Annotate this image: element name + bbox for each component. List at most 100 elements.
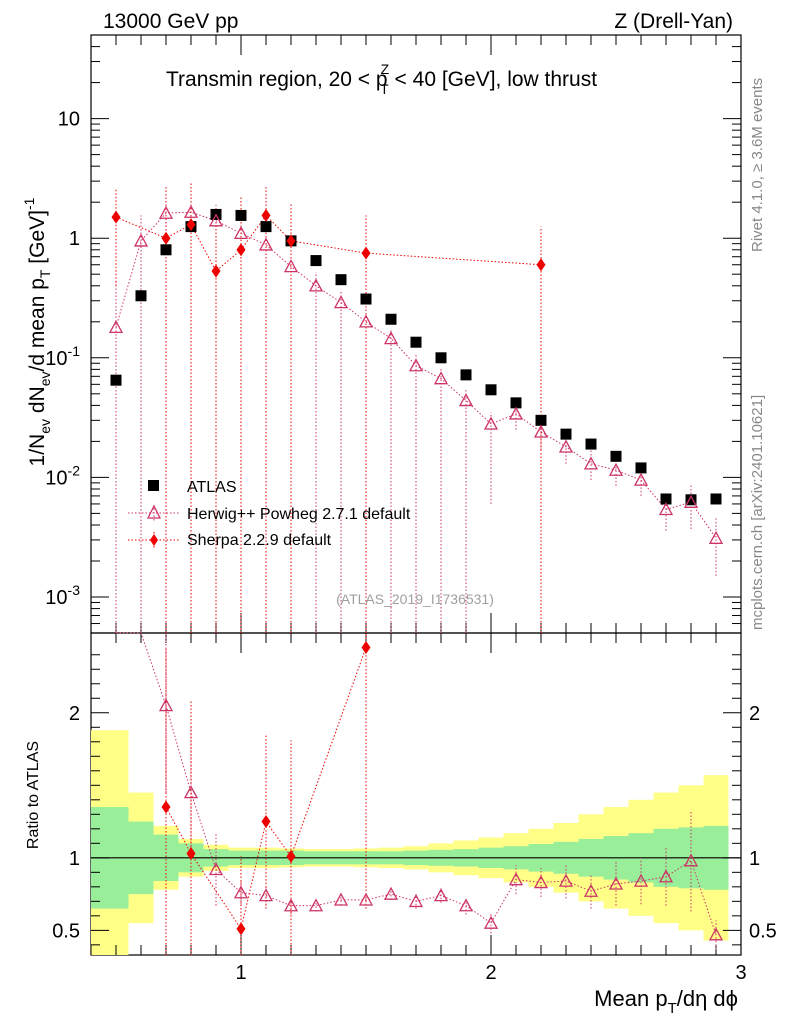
- x-axis-label: Mean pT/dη dϕ: [594, 986, 738, 1017]
- atlas-data-point: [410, 336, 422, 348]
- atlas-data-point: [135, 290, 147, 302]
- atlas-data-point: [310, 255, 322, 267]
- rivet-version-label: Rivet 4.1.0, ≥ 3.6M events: [749, 78, 766, 252]
- legend-herwig-marker: [146, 504, 162, 519]
- ratio-herwig-point: [508, 872, 524, 886]
- y-tick-label: 10: [58, 109, 80, 131]
- atlas-data-point: [335, 274, 347, 286]
- ratio-herwig-point: [658, 869, 674, 883]
- atlas-data-point: [235, 209, 247, 221]
- ratio-sherpa-line: [165, 647, 367, 931]
- herwig-point: [458, 393, 474, 407]
- ratio-herwig-point: [583, 883, 599, 897]
- ratio-herwig-point: [458, 898, 474, 912]
- x-tick-label: 1: [235, 962, 246, 984]
- herwig-point: [658, 502, 674, 516]
- herwig-point: [708, 530, 724, 544]
- ratio-herwig-point: [208, 862, 224, 876]
- sherpa-point: [236, 243, 246, 257]
- atlas-data-point: [710, 493, 722, 505]
- herwig-point: [183, 204, 199, 218]
- x-tick-label: 2: [485, 962, 496, 984]
- ratio-herwig-point: [183, 785, 199, 799]
- atlas-data-point: [685, 494, 697, 506]
- sherpa-point: [211, 264, 221, 278]
- ratio-herwig-point: [708, 927, 724, 941]
- axis-ticks: 1 2 3 10-3 10-2 10-1 1 10 0.5 0.5 1 1 2 2: [45, 34, 777, 984]
- ratio-sherpa-point: [361, 641, 371, 655]
- analysis-watermark: (ATLAS_2019_I1736531): [336, 591, 494, 607]
- ratio-herwig-point: [608, 876, 624, 890]
- atlas-data-point: [535, 414, 547, 426]
- sherpa-point: [261, 208, 271, 222]
- herwig-point: [558, 439, 574, 453]
- atlas-data-point: [360, 293, 372, 305]
- legend-sherpa-label: Sherpa 2.2.9 default: [187, 532, 332, 549]
- process-label: Z (Drell-Yan): [614, 10, 733, 33]
- atlas-data-point: [260, 221, 272, 233]
- atlas-data-point: [160, 244, 172, 256]
- y-axis-label-ratio: Ratio to ATLAS: [25, 741, 42, 849]
- herwig-point: [583, 456, 599, 470]
- ratio-y-tick-label-right: 2: [749, 703, 760, 725]
- herwig-point: [308, 278, 324, 292]
- ratio-sherpa-point: [261, 815, 271, 829]
- herwig-point: [383, 331, 399, 345]
- ratio-herwig-point: [533, 875, 549, 889]
- legend-herwig-label: Herwig++ Powheg 2.7.1 default: [187, 506, 411, 523]
- mcplots-label: mcplots.cern.ch [arXiv:2401.10621]: [749, 395, 766, 630]
- atlas-data-point: [510, 397, 522, 409]
- ratio-herwig-point: [283, 898, 299, 912]
- ratio-sherpa-point: [161, 800, 171, 814]
- herwig-point: [233, 225, 249, 239]
- herwig-point: [208, 213, 224, 227]
- y-tick-label: 10-3: [45, 582, 80, 609]
- y-tick-label: 10-1: [45, 343, 80, 370]
- herwig-point: [283, 259, 299, 273]
- ratio-herwig-point: [408, 893, 424, 908]
- ratio-y-tick-label-right: 1: [749, 848, 760, 870]
- ratio-herwig-point: [308, 898, 324, 912]
- herwig-point: [633, 472, 649, 486]
- herwig-point: [408, 358, 424, 372]
- ratio-y-tick-label-left: 2: [69, 703, 80, 725]
- sherpa-line: [115, 214, 542, 272]
- atlas-data-point: [385, 313, 397, 325]
- ratio-sherpa-point: [186, 846, 196, 860]
- ratio-sherpa-point: [236, 922, 246, 936]
- ratio-herwig-point: [158, 698, 174, 712]
- herwig-point: [133, 233, 149, 247]
- ratio-herwig-point: [358, 892, 374, 906]
- x-tick-label: 3: [735, 962, 746, 984]
- ratio-herwig-point: [558, 873, 574, 887]
- herwig-point: [508, 406, 524, 420]
- ratio-uncertainty-bands: [91, 730, 741, 955]
- sherpa-point: [361, 246, 371, 260]
- ratio-herwig-point: [233, 885, 249, 899]
- atlas-data-point: [660, 493, 672, 505]
- ratio-sherpa-point: [286, 849, 296, 863]
- herwig-point: [483, 416, 499, 430]
- ratio-herwig-point: [683, 853, 699, 867]
- herwig-point: [533, 424, 549, 438]
- ratio-herwig-point: [383, 886, 399, 900]
- atlas-data-point: [435, 352, 447, 364]
- herwig-point: [683, 494, 699, 508]
- atlas-data-point: [110, 374, 122, 386]
- sherpa-point: [536, 258, 546, 272]
- atlas-data-point: [585, 438, 597, 450]
- ratio-herwig-point: [483, 915, 499, 929]
- panel-title: Transmin region, 20 < pZ T < 40 [GeV], lo…: [166, 61, 597, 97]
- herwig-point: [333, 295, 349, 309]
- beam-energy-label: 13000 GeV pp: [103, 10, 238, 33]
- legend-atlas-label: ATLAS: [187, 479, 237, 496]
- sherpa-point: [161, 231, 171, 245]
- ratio-y-tick-label-left: 0.5: [52, 920, 80, 942]
- atlas-data-point: [610, 450, 622, 462]
- sherpa-point: [186, 218, 196, 232]
- ratio-herwig-point: [633, 873, 649, 887]
- ratio-y-tick-label-left: 1: [69, 848, 80, 870]
- y-tick-label: 1: [69, 228, 80, 250]
- y-tick-label: 10-2: [45, 462, 80, 489]
